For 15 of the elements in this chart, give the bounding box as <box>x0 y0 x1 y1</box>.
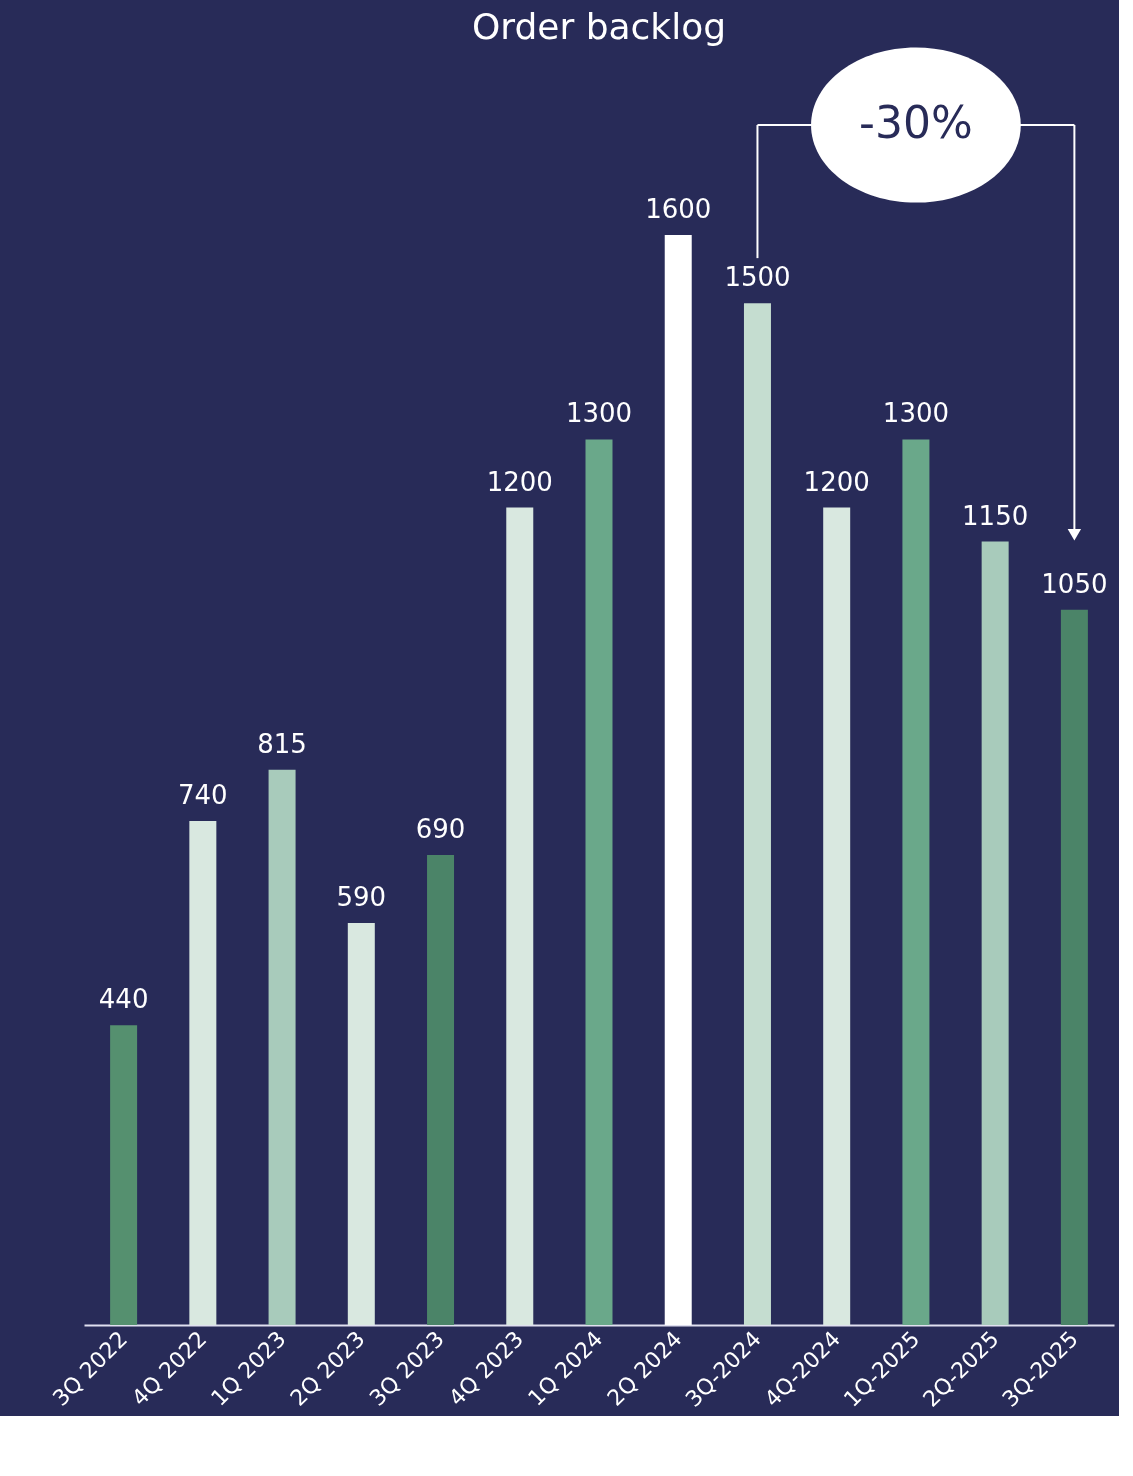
data-label: 590 <box>336 882 387 913</box>
data-label: 690 <box>415 813 466 844</box>
data-label: 1200 <box>486 466 553 497</box>
chart-title: Order backlog <box>471 6 727 48</box>
data-label: 1600 <box>645 194 712 224</box>
data-label: 1300 <box>565 398 633 429</box>
data-label: 440 <box>98 984 149 1015</box>
data-label: 1300 <box>882 398 950 429</box>
data-label: 1200 <box>803 466 870 497</box>
data-label: 815 <box>257 728 307 759</box>
text: -30% <box>859 97 973 148</box>
data-label: 740 <box>178 779 228 810</box>
data-label: 1150 <box>962 500 1029 531</box>
data-label: 1050 <box>1041 568 1108 599</box>
data-label: 1500 <box>724 262 791 293</box>
